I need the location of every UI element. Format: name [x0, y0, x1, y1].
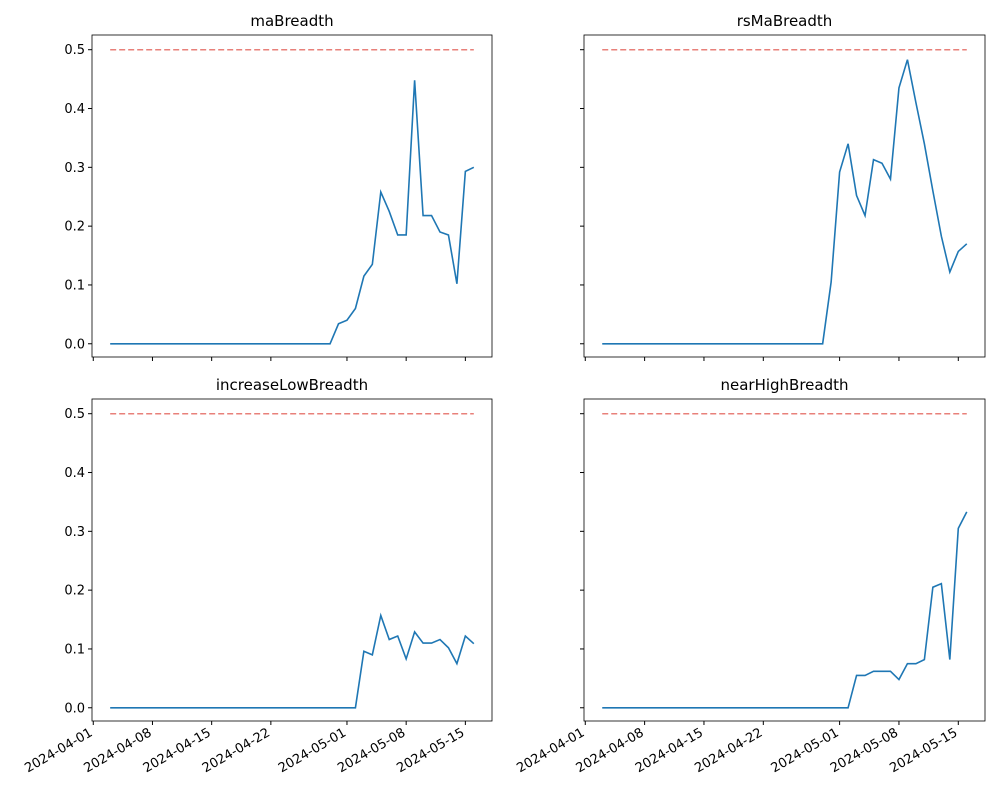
- axes-frame: [91, 34, 493, 358]
- chart-title: nearHighBreadth: [720, 376, 848, 394]
- data-line: [602, 59, 968, 345]
- y-tick-label: 0.0: [64, 337, 85, 352]
- x-tick-label: 2024-04-22: [200, 725, 273, 776]
- y-tick-label: 0.2: [64, 220, 85, 235]
- axes-frame: [583, 398, 986, 722]
- y-tick-label: 0.4: [64, 102, 85, 117]
- chart-title: maBreadth: [250, 12, 333, 30]
- y-tick-label: 0.0: [64, 701, 85, 716]
- y-tick-label: 0.4: [64, 466, 85, 481]
- data-line: [602, 511, 968, 709]
- y-tick-label: 0.3: [64, 161, 85, 176]
- data-line: [110, 612, 475, 709]
- axes-frame: [91, 398, 493, 722]
- y-tick-label: 0.3: [64, 525, 85, 540]
- x-tick-label: 2024-05-15: [887, 725, 960, 776]
- y-tick-label: 0.1: [64, 278, 85, 293]
- y-tick-label: 0.5: [64, 407, 85, 422]
- chart-title: rsMaBreadth: [737, 12, 833, 30]
- chart-title: increaseLowBreadth: [216, 376, 368, 394]
- x-tick-label: 2024-05-15: [394, 725, 467, 776]
- data-line: [110, 80, 475, 345]
- y-tick-label: 0.5: [64, 43, 85, 58]
- axes-frame: [583, 34, 986, 358]
- y-tick-label: 0.1: [64, 642, 85, 657]
- y-tick-label: 0.2: [64, 584, 85, 599]
- x-tick-label: 2024-04-22: [692, 725, 765, 776]
